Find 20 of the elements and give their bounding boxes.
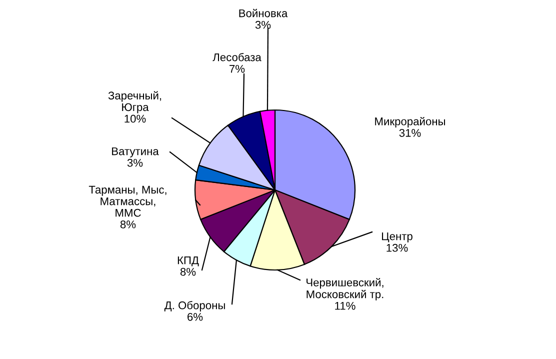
slice-label: Тарманы, Мыс, Матмассы, ММС bbox=[88, 186, 166, 217]
slice-label: КПД bbox=[178, 256, 199, 266]
data-label: 31% bbox=[399, 128, 421, 137]
slice-label: Центр bbox=[382, 232, 412, 242]
data-label: 8% bbox=[180, 268, 196, 276]
data-label: 11% bbox=[335, 302, 356, 310]
data-label: 3% bbox=[255, 20, 271, 29]
data-label: 3% bbox=[127, 158, 143, 167]
data-label: 13% bbox=[386, 244, 408, 252]
data-label: 6% bbox=[188, 312, 203, 321]
slice-label: Д. Обороны bbox=[164, 300, 225, 312]
data-label: 10% bbox=[124, 114, 146, 123]
slice-label: Войновка bbox=[239, 8, 288, 18]
slice-label: Микрорайоны bbox=[375, 116, 446, 128]
slice-label: Заречный, Югра bbox=[108, 91, 162, 114]
slice-label: Червишевский, Московский тр. bbox=[306, 278, 384, 300]
slice-label: Лесобаза bbox=[212, 52, 262, 62]
data-label: 8% bbox=[120, 220, 136, 228]
data-label: 7% bbox=[230, 64, 245, 73]
slice-label: Ватутина bbox=[112, 147, 159, 158]
